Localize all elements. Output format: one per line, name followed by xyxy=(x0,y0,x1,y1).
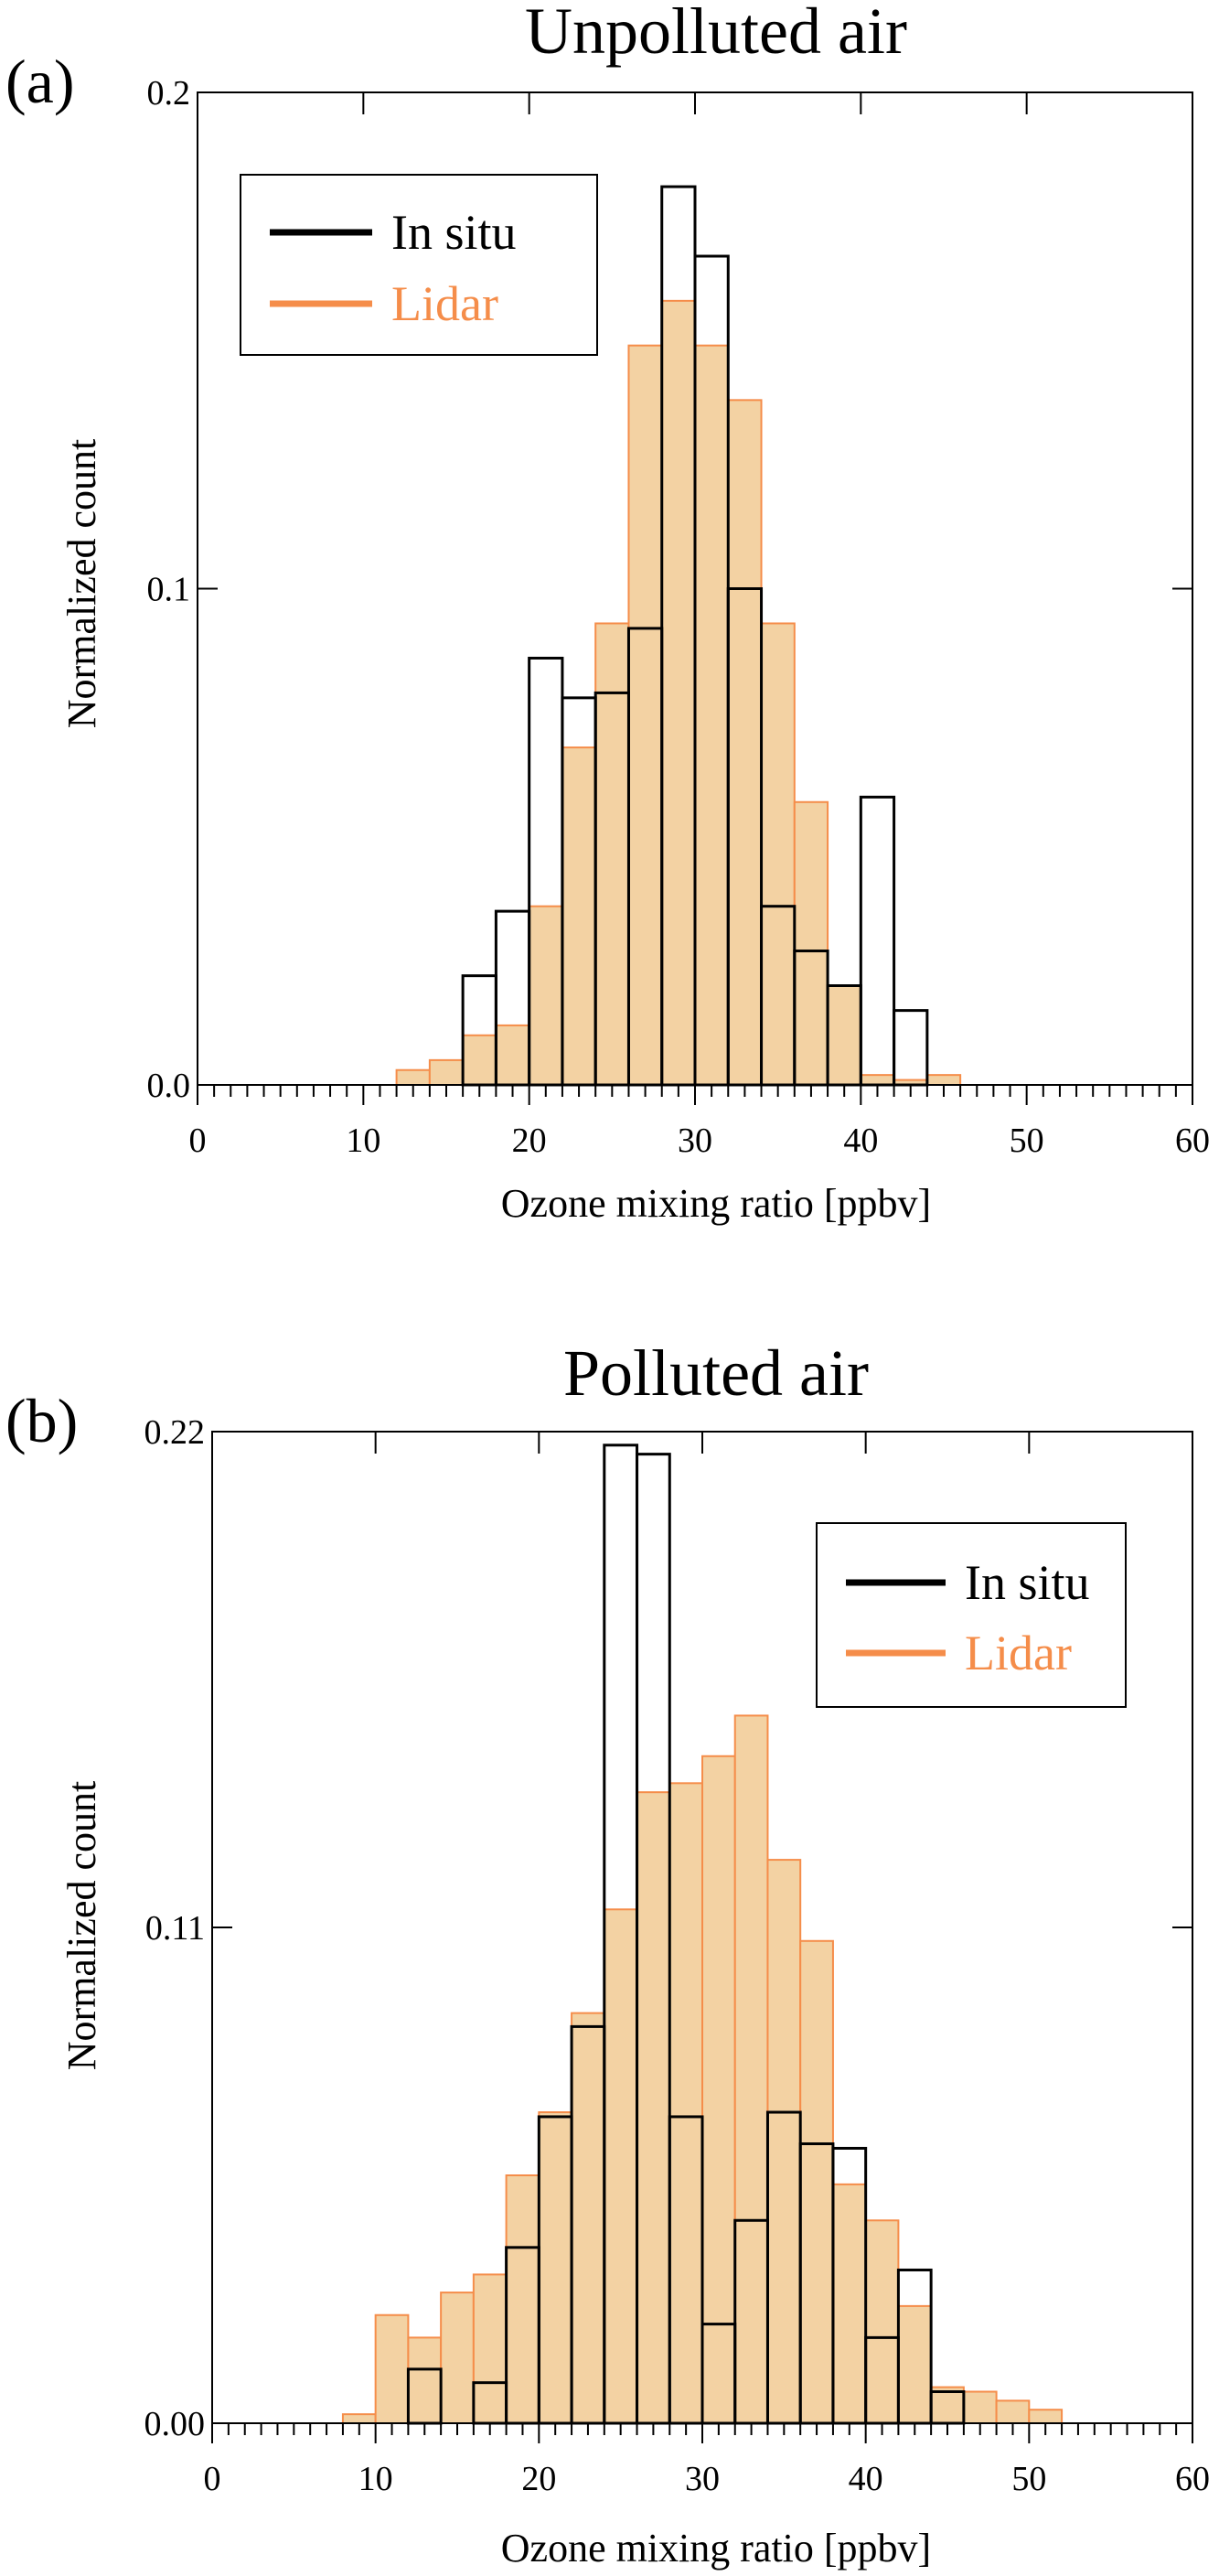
lidar-bar xyxy=(528,905,563,1087)
lidar-bars xyxy=(341,1714,1064,2425)
y-axis-label: Normalized count xyxy=(59,1781,104,2070)
lidar-bar xyxy=(440,2292,475,2425)
lidar-bar xyxy=(1028,2409,1064,2425)
legend: In situ Lidar xyxy=(240,174,598,356)
lidar-bar xyxy=(962,2390,998,2424)
legend-box xyxy=(240,174,598,356)
lidar-bar xyxy=(694,344,730,1086)
y-tick-label: 0.1 xyxy=(147,571,191,609)
x-tick-label: 0 xyxy=(204,2460,221,2498)
lidar-bar xyxy=(793,800,829,1087)
lidar-bar xyxy=(733,1714,769,2425)
lidar-bar xyxy=(538,2111,573,2424)
x-tick-label: 20 xyxy=(521,2460,556,2498)
lidar-bar xyxy=(636,1791,671,2424)
lidar-bar xyxy=(603,1908,638,2425)
legend-label-insitu: In situ xyxy=(965,1555,1090,1610)
lidar-bar xyxy=(495,1024,530,1087)
x-tick-label: 30 xyxy=(678,1122,712,1160)
x-tick-label: 10 xyxy=(346,1122,380,1160)
lidar-bar xyxy=(799,1939,834,2424)
y-tick-label: 0.2 xyxy=(147,74,191,113)
x-tick-label: 0 xyxy=(189,1122,207,1160)
x-tick-label: 50 xyxy=(1011,2460,1046,2498)
x-tick-label: 60 xyxy=(1175,1122,1210,1160)
x-tick-label: 60 xyxy=(1175,2460,1210,2498)
x-tick-label: 40 xyxy=(849,2460,883,2498)
lidar-bar xyxy=(407,2336,443,2425)
panel-a: (a) Unpolluted air Ozone mixing ratio [p… xyxy=(5,0,1210,1226)
lidar-bar xyxy=(505,2174,540,2424)
y-tick-label: 0.22 xyxy=(144,1413,206,1452)
insitu-bar xyxy=(859,795,896,1087)
panel-letter: (a) xyxy=(5,47,74,116)
x-tick-label: 30 xyxy=(685,2460,720,2498)
lidar-bar xyxy=(864,2219,900,2424)
lidar-bar xyxy=(860,1074,895,1087)
lidar-bar xyxy=(831,2183,867,2424)
x-tick-label: 50 xyxy=(1010,1122,1044,1160)
legend-label-lidar: Lidar xyxy=(965,1626,1072,1680)
panel-letter: (b) xyxy=(5,1386,78,1455)
lidar-bar xyxy=(668,1782,703,2424)
lidar-bar xyxy=(374,2313,410,2424)
x-axis-label: Ozone mixing ratio [ppbv] xyxy=(501,1181,931,1226)
x-axis-label: Ozone mixing ratio [ppbv] xyxy=(501,2526,931,2571)
chart-title: Polluted air xyxy=(563,1336,869,1410)
lidar-bar xyxy=(925,1074,962,1087)
lidar-bar xyxy=(571,2012,605,2424)
y-axis-label: Normalized count xyxy=(59,439,104,728)
lidar-bar xyxy=(627,344,663,1086)
axis-ticks: 0 10 20 30 40 50 60 0.00 0.11 0.22 xyxy=(144,1413,1211,2498)
y-tick-label: 0.11 xyxy=(145,1909,205,1948)
lidar-bar xyxy=(660,299,697,1087)
panel-b: (b) Polluted air Ozone mixing ratio [ppb… xyxy=(5,1336,1210,2571)
lidar-bar xyxy=(827,984,862,1086)
legend-label-insitu: In situ xyxy=(391,205,517,260)
x-tick-label: 10 xyxy=(358,2460,393,2498)
lidar-bar xyxy=(897,2304,933,2424)
y-tick-label: 0.00 xyxy=(144,2405,206,2443)
legend: In situ Lidar xyxy=(816,1522,1127,1708)
y-tick-label: 0.0 xyxy=(147,1067,191,1105)
lidar-bar xyxy=(341,2413,377,2425)
axis-ticks: 0 10 20 30 40 50 60 0.0 0.1 0.2 xyxy=(147,74,1211,1160)
lidar-bar xyxy=(760,622,796,1086)
lidar-bar xyxy=(462,1034,497,1086)
chart-title: Unpolluted air xyxy=(525,0,907,68)
insitu-bar xyxy=(893,1009,929,1087)
lidar-bar xyxy=(766,1859,802,2425)
lidar-bar xyxy=(428,1058,465,1086)
x-tick-label: 40 xyxy=(843,1122,878,1160)
legend-label-lidar: Lidar xyxy=(391,276,498,331)
lidar-bar xyxy=(561,746,597,1086)
lidar-bar xyxy=(395,1068,431,1086)
lidar-bar xyxy=(995,2399,1031,2424)
lidar-bar xyxy=(727,399,763,1087)
x-tick-label: 20 xyxy=(512,1122,547,1160)
lidar-bars xyxy=(395,299,962,1087)
legend-box xyxy=(816,1522,1127,1708)
lidar-bar xyxy=(472,2273,508,2424)
